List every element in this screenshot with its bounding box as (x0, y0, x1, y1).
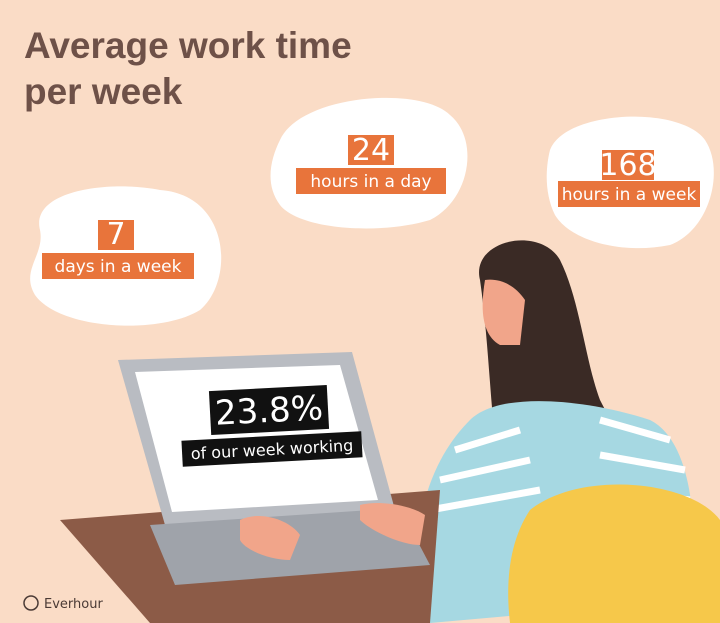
label-box (296, 168, 446, 194)
brand: Everhour (44, 597, 103, 612)
bubble-label: hours in a week (562, 185, 697, 205)
bubble-label: days in a week (55, 257, 182, 277)
number-box (98, 220, 134, 250)
hand (360, 503, 425, 545)
title-line-1: Average work time (24, 25, 352, 66)
bubble-label: hours in a day (310, 172, 431, 192)
chair (508, 484, 720, 623)
label-box (558, 181, 700, 207)
bubble-number: 24 (352, 133, 390, 168)
number-box (208, 384, 330, 436)
bubble-number: 168 (599, 148, 656, 183)
label-box (181, 431, 363, 467)
brand-logo (23, 595, 39, 611)
title-line-2: per week (24, 71, 183, 112)
number-box (348, 135, 394, 165)
label-box (42, 253, 194, 279)
screen-number: 23.8% (214, 388, 324, 434)
number-box (602, 150, 654, 180)
face (482, 279, 525, 345)
bubble-number: 7 (106, 217, 125, 252)
hand (240, 515, 300, 560)
